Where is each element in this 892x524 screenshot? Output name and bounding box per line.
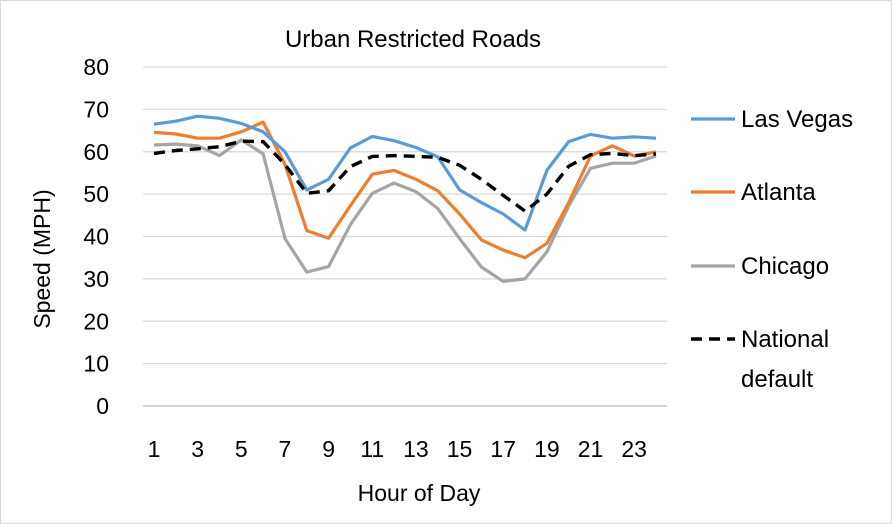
y-tick-label: 10: [83, 351, 109, 377]
legend: Las Vegas Atlanta Chicago National default: [691, 106, 853, 393]
x-tick-label: 23: [621, 436, 647, 462]
y-tick-label: 70: [83, 96, 109, 122]
series-line-national-default: [153, 139, 657, 213]
series-line-las-vegas: [153, 114, 657, 232]
x-tick-label: 11: [360, 436, 384, 462]
x-tick-label: 15: [447, 436, 473, 462]
y-tick-label: 20: [83, 308, 109, 334]
y-axis-label: Speed (MPH): [29, 189, 55, 328]
x-tick-label: 7: [279, 436, 292, 462]
x-tick-label: 21: [578, 436, 604, 462]
y-axis-ticks: 0 10 20 30 40 50 60 70 80: [83, 54, 109, 419]
x-axis-ticks: 1 3 5 7 9 11 13 15 17 19 21 23: [148, 436, 647, 462]
legend-label: Atlanta: [741, 179, 816, 206]
x-axis-label: Hour of Day: [358, 480, 481, 506]
x-tick-label: 1: [148, 436, 161, 462]
x-tick-label: 3: [191, 436, 204, 462]
legend-label: Las Vegas: [741, 106, 853, 133]
series-lines: [153, 114, 657, 283]
y-tick-label: 60: [83, 139, 109, 165]
y-tick-label: 30: [83, 266, 109, 292]
x-tick-label: 17: [490, 436, 516, 462]
legend-label: National default: [741, 326, 829, 393]
x-tick-label: 5: [235, 436, 248, 462]
x-tick-label: 13: [403, 436, 429, 462]
x-tick-label: 19: [534, 436, 560, 462]
series-line-chicago: [153, 138, 657, 283]
y-tick-label: 50: [83, 181, 109, 207]
series-line-atlanta: [153, 120, 657, 260]
y-tick-label: 40: [83, 224, 109, 250]
y-tick-label: 0: [96, 393, 109, 419]
gridlines: [143, 66, 667, 407]
legend-label: Chicago: [741, 253, 829, 280]
chart-title: Urban Restricted Roads: [285, 26, 541, 53]
x-tick-label: 9: [322, 436, 335, 462]
y-tick-label: 80: [83, 54, 109, 80]
